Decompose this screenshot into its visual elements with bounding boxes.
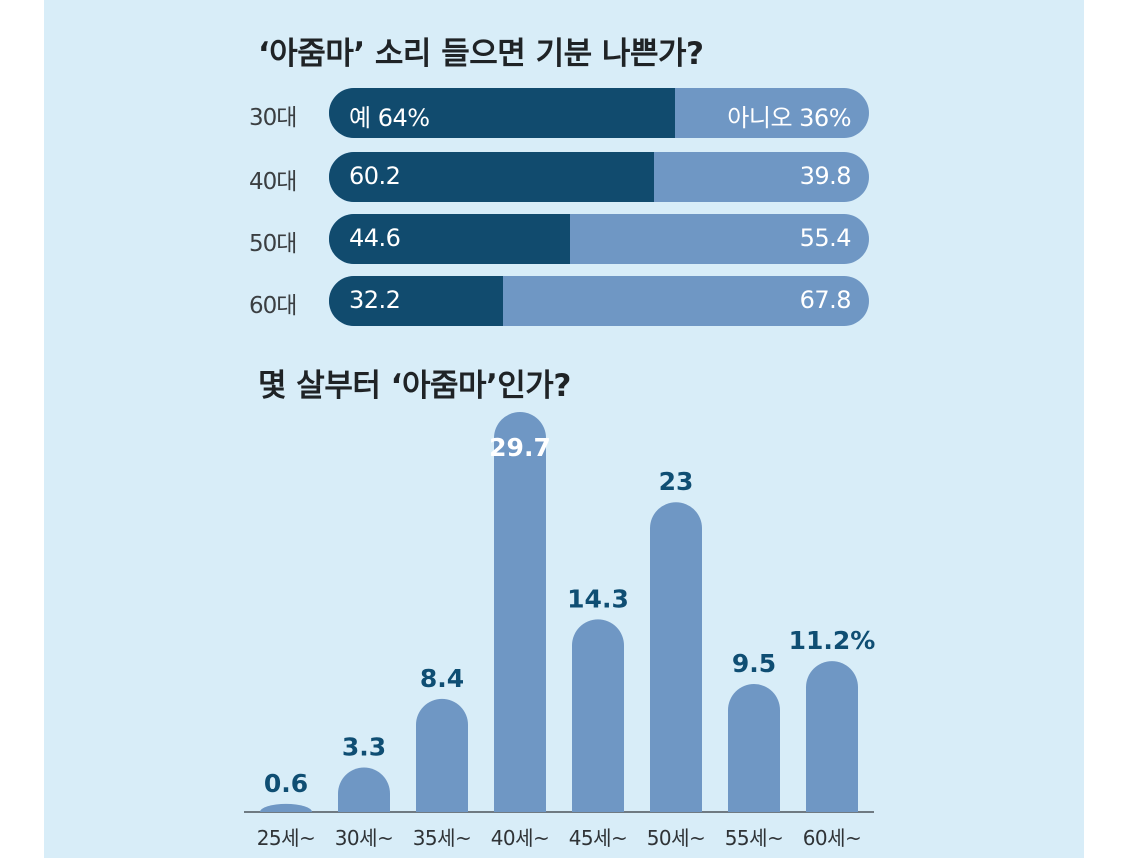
- column-bar: [494, 412, 546, 812]
- no-value-label: 39.8: [799, 162, 852, 190]
- column-value-label: 23: [659, 467, 694, 496]
- yes-value-label: 32.2: [349, 286, 401, 314]
- age-category-label: 35세~: [413, 826, 472, 850]
- column-bar: [416, 698, 468, 812]
- stacked-bar-row: 30대 예 64% 아니오 36%: [249, 88, 869, 138]
- column-value-label: 14.3: [567, 584, 629, 613]
- yes-value-label: 60.2: [349, 162, 401, 190]
- age-category-label: 45세~: [569, 826, 628, 850]
- no-value-label: 67.8: [799, 286, 852, 314]
- age-group-label: 60대: [249, 293, 297, 319]
- yes-value-label: 예 64%: [349, 104, 430, 132]
- no-value-label: 아니오 36%: [727, 104, 851, 132]
- age-category-label: 50세~: [647, 826, 706, 850]
- bar-track-no: 32.2 67.8: [329, 276, 869, 326]
- age-group-label: 40대: [249, 169, 297, 195]
- column-value-label: 9.5: [732, 649, 776, 678]
- column-bar: [650, 502, 702, 812]
- age-group-label: 30대: [249, 105, 297, 131]
- age-category-label: 55세~: [725, 826, 784, 850]
- infographic-panel: ‘아줌마’ 소리 들으면 기분 나쁜가? 30대 예 64% 아니오 36% 40대 6…: [44, 0, 1084, 858]
- stacked-bar-row: 60대 32.2 67.8: [249, 276, 869, 326]
- bar-segment-yes: [329, 88, 675, 138]
- column-value-label: 0.6: [264, 769, 308, 798]
- column-bar: [728, 684, 780, 812]
- column-value-label: 11.2%: [789, 626, 876, 655]
- column-bar: [572, 619, 624, 812]
- age-group-label: 50대: [249, 231, 297, 257]
- column-value-label: 29.7: [489, 433, 551, 462]
- column-value-label: 3.3: [342, 733, 386, 762]
- stacked-bar-row: 40대 60.2 39.8: [249, 152, 869, 202]
- yes-value-label: 44.6: [349, 224, 401, 252]
- column-value-label: 8.4: [420, 664, 464, 693]
- column-bar: [338, 767, 390, 812]
- bar-segment-yes: [329, 276, 503, 326]
- stacked-bar-row: 50대 44.6 55.4: [249, 214, 869, 264]
- bar-track-no: 44.6 55.4: [329, 214, 869, 264]
- no-value-label: 55.4: [799, 224, 852, 252]
- bar-track-no: 예 64% 아니오 36%: [329, 88, 869, 138]
- age-category-label: 60세~: [803, 826, 862, 850]
- age-category-label: 25세~: [257, 826, 316, 850]
- age-category-label: 30세~: [335, 826, 394, 850]
- column-chart-title: 몇 살부터 ‘아줌마’인가?: [258, 368, 571, 404]
- column-bar: [260, 803, 312, 812]
- age-category-label: 40세~: [491, 826, 550, 850]
- bar-track-no: 60.2 39.8: [329, 152, 869, 202]
- column-chart: 0.6 25세~ 3.3 30세~ 8.4 35세~ 29.7 40세~ 14.3 45세~ 23 5…: [244, 412, 876, 850]
- bar-segment-yes: [329, 152, 655, 202]
- column-bar: [806, 661, 858, 812]
- stacked-chart-title: ‘아줌마’ 소리 들으면 기분 나쁜가?: [258, 36, 704, 72]
- bar-segment-yes: [329, 214, 570, 264]
